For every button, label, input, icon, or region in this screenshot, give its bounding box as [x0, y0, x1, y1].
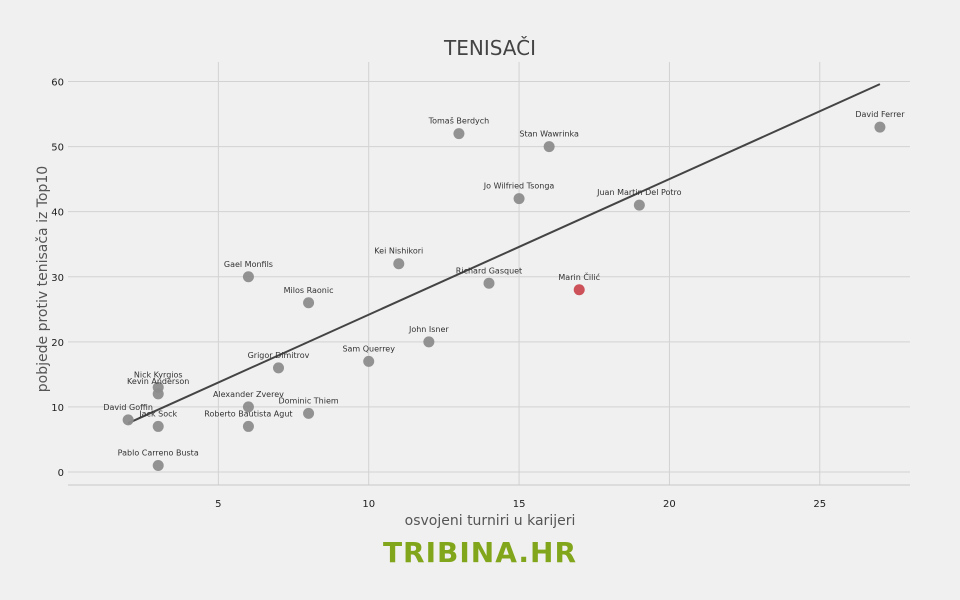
data-point: [122, 414, 134, 426]
data-point: [242, 401, 254, 413]
data-point: [303, 407, 315, 419]
y-tick-label: 60: [51, 78, 64, 89]
axis-ticks: 0 10 20 30 40 50 60 5 10 15 20 25: [51, 78, 826, 510]
point-label: John Isner: [408, 325, 449, 334]
data-point: [363, 355, 375, 367]
y-tick-label: 20: [51, 338, 64, 349]
data-point: [483, 277, 495, 289]
x-tick-label: 20: [663, 499, 676, 510]
point-label: Kei Nishikori: [374, 247, 423, 256]
point-label: Roberto Bautista Agut: [204, 409, 292, 418]
y-tick-label: 0: [58, 468, 64, 479]
data-point: [242, 271, 254, 283]
point-label: Milos Raonic: [284, 286, 334, 295]
point-label: Marin Čilić: [558, 271, 600, 282]
point-label: Jack Sock: [138, 409, 177, 418]
data-point: [453, 128, 465, 140]
point-label: David Ferrer: [855, 110, 905, 119]
y-tick-label: 30: [51, 273, 64, 284]
data-point: [393, 258, 405, 270]
point-label: Tomaš Berdych: [428, 116, 490, 126]
data-point: [874, 121, 886, 133]
point-label: Kevin Anderson: [127, 377, 189, 386]
point-label: Jo Wilfried Tsonga: [483, 182, 555, 191]
point-labels: David Ferrer Tomaš Berdych Stan Wawrinka Jo…: [103, 110, 905, 457]
x-axis-title: osvojeni turniri u karijeri: [405, 513, 576, 529]
y-tick-label: 10: [51, 403, 64, 414]
point-label: Gael Monfils: [224, 260, 273, 269]
data-point: [152, 459, 164, 471]
data-point: [242, 420, 254, 432]
data-point: [543, 141, 555, 153]
y-tick-label: 40: [51, 208, 64, 219]
point-label: Stan Wawrinka: [519, 130, 579, 139]
x-tick-label: 25: [813, 499, 826, 510]
data-point: [423, 336, 435, 348]
data-point: [573, 284, 585, 296]
data-point: [273, 362, 284, 374]
point-label: Nick Kyrgios: [134, 370, 183, 379]
point-label: Sam Querrey: [342, 344, 395, 353]
y-tick-label: 50: [51, 143, 64, 154]
x-tick-label: 10: [362, 499, 375, 510]
data-point: [513, 193, 525, 205]
chart-title: TENISAČI: [443, 36, 536, 60]
point-label: Juan Martin Del Potro: [596, 188, 682, 197]
grid-lines: [68, 62, 910, 486]
data-point: [303, 297, 315, 309]
brand-logo: TRIBINA.HR: [382, 536, 578, 569]
point-label: Dominic Thiem: [278, 396, 338, 405]
point-label: David Goffin: [103, 403, 153, 412]
x-tick-label: 15: [513, 499, 526, 510]
trend-line: [127, 83, 881, 425]
point-label: Grigor Dimitrov: [248, 351, 310, 360]
trend-layer: [127, 83, 881, 425]
x-tick-label: 5: [215, 499, 221, 510]
data-point: [152, 388, 164, 400]
point-label: Richard Gasquet: [456, 266, 522, 275]
data-point: [152, 420, 164, 432]
point-label: Pablo Carreno Busta: [118, 448, 199, 457]
data-point: [633, 199, 645, 211]
data-points: [122, 121, 886, 471]
point-label: Alexander Zverev: [213, 390, 284, 399]
y-axis-title: pobjede protiv tenisača iz Top10: [35, 166, 51, 392]
